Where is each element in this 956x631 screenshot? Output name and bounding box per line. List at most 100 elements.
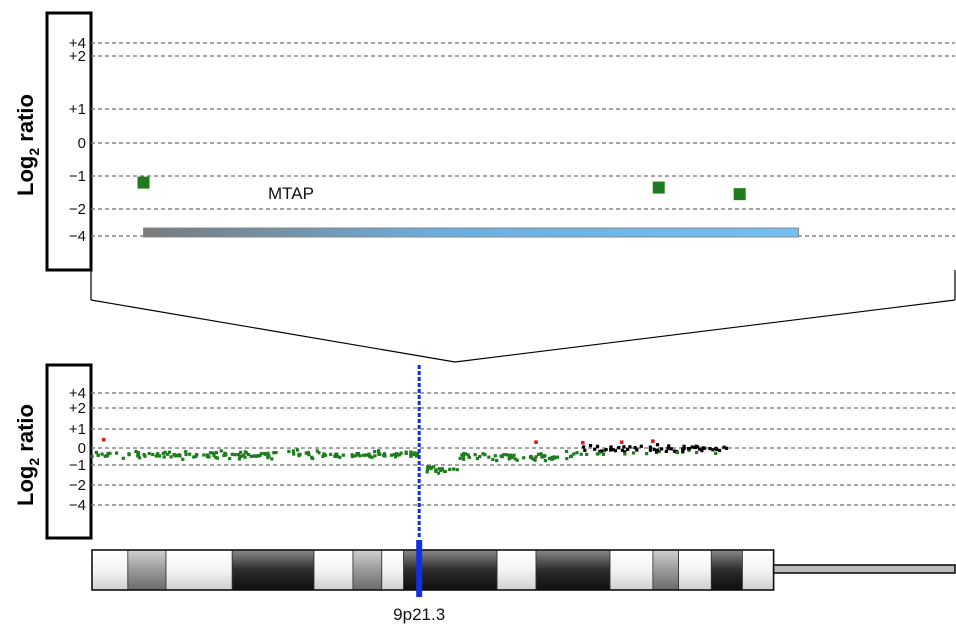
- probe-point: [105, 454, 110, 458]
- probe-point: [426, 465, 430, 469]
- probe-point: [426, 468, 430, 472]
- probe-point: [681, 450, 685, 454]
- svg-text:Log2 ratio: Log2 ratio: [13, 404, 42, 506]
- chromosome-gridlines: [91, 392, 955, 506]
- chromosome-ylabel-main: Log: [13, 466, 38, 506]
- probe-point: [462, 452, 466, 456]
- ideogram-band: [165, 549, 233, 591]
- probe-point: [304, 451, 308, 455]
- chromosome-tick-label: 0: [78, 440, 86, 457]
- probe-point: [205, 453, 209, 457]
- probe-point: [317, 451, 321, 455]
- probe-point: [163, 450, 167, 454]
- probe-point: [466, 453, 470, 457]
- probe-point: [431, 465, 436, 469]
- chromosome-panel: Log2 ratio +4+2 +1 0−1 −2 −4 9p21.3: [13, 363, 956, 624]
- probe-point: [184, 452, 188, 457]
- zoom-data-point: [733, 188, 746, 201]
- chromosome-axis-frame: [45, 363, 93, 540]
- chromosome-tick-label: −1: [69, 457, 86, 474]
- probe-point: [333, 454, 337, 459]
- probe-point: [628, 445, 632, 449]
- probe-point: [237, 452, 241, 457]
- zoom-tick-labels: +4+2 +1 0 −1 −2 −4: [69, 35, 86, 245]
- probe-point: [363, 453, 368, 457]
- probe-point: [127, 452, 131, 456]
- probe-point: [239, 450, 243, 454]
- probe-point: [507, 457, 511, 461]
- ideogram-band: [381, 549, 404, 591]
- probe-point: [361, 453, 366, 457]
- probe-point: [581, 445, 586, 449]
- probe-point: [690, 445, 694, 449]
- probe-point: [223, 451, 227, 455]
- probe-point: [142, 452, 146, 457]
- probe-point: [697, 447, 702, 451]
- probe-point: [393, 455, 398, 459]
- probe-point: [429, 465, 433, 469]
- zoom-connector: [90, 270, 956, 363]
- probe-point: [156, 452, 160, 456]
- probe-point: [336, 454, 340, 458]
- probe-point: [442, 469, 447, 473]
- probe-point: [505, 453, 509, 457]
- probe-point: [585, 452, 589, 456]
- probe-point: [215, 456, 220, 460]
- probe-point: [437, 467, 441, 471]
- chromosome-ylabel-sub: 2: [26, 458, 42, 466]
- probe-point: [664, 449, 668, 454]
- probe-point: [462, 457, 466, 461]
- probe-point: [473, 453, 477, 457]
- probe-point: [623, 450, 627, 454]
- probe-point: [147, 451, 151, 456]
- probe-point: [103, 454, 107, 458]
- probe-point: [177, 453, 181, 457]
- ideogram-band: [535, 549, 611, 591]
- chromosome-tick-label: +2: [69, 400, 86, 417]
- probe-point: [425, 470, 429, 474]
- gain-point: [619, 440, 624, 445]
- probe-point: [167, 450, 172, 454]
- zoom-tick-label: −4: [69, 228, 86, 245]
- probe-point: [539, 452, 543, 456]
- probe-point: [500, 455, 504, 459]
- probe-point: [382, 452, 387, 456]
- probe-point: [530, 456, 534, 460]
- probe-point: [397, 453, 402, 457]
- probe-point: [714, 446, 718, 450]
- probe-point: [455, 468, 459, 472]
- probe-point: [602, 449, 607, 453]
- probe-point: [367, 454, 372, 458]
- probe-point: [138, 456, 142, 460]
- zoom-axis-frame: [45, 11, 93, 272]
- probe-point: [724, 446, 729, 450]
- chromosome-data-points: [90, 437, 729, 475]
- probe-point: [219, 449, 223, 453]
- probe-point: [287, 449, 291, 454]
- probe-point: [241, 453, 246, 457]
- probe-point: [433, 469, 438, 473]
- probe-point: [714, 451, 718, 455]
- probe-point: [233, 453, 237, 457]
- probe-point: [181, 457, 185, 461]
- probe-point: [392, 452, 396, 457]
- svg-text:Log2 ratio: Log2 ratio: [13, 94, 42, 196]
- chromosome-tick-label: −2: [69, 477, 86, 494]
- probe-point: [230, 452, 234, 456]
- probe-point: [96, 453, 100, 457]
- probe-point: [633, 446, 637, 450]
- probe-point: [143, 454, 147, 458]
- chromosome-tick-label: +4: [69, 385, 86, 402]
- probe-point: [409, 450, 413, 454]
- chromosome-tick-label: +1: [69, 421, 86, 438]
- probe-point: [192, 455, 196, 459]
- probe-point: [547, 456, 552, 461]
- probe-point: [675, 450, 679, 455]
- probe-point: [249, 454, 253, 458]
- probe-point: [626, 447, 630, 451]
- probe-point: [335, 452, 339, 456]
- probe-point: [256, 454, 260, 458]
- probe-point: [687, 446, 691, 451]
- probe-point: [659, 447, 664, 451]
